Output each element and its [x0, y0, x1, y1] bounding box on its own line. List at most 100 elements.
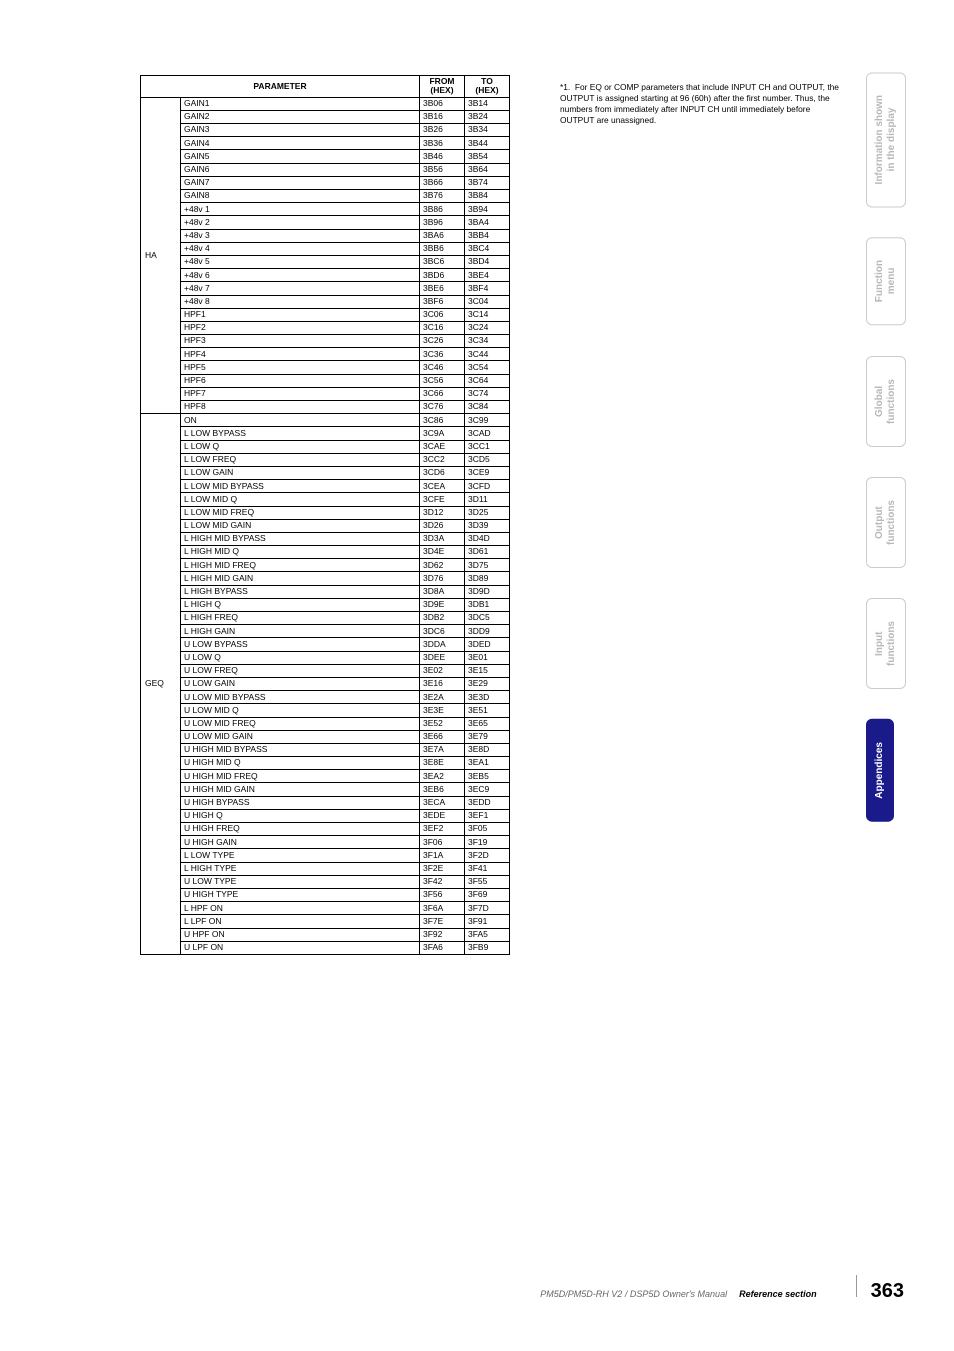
from-cell: 3CAE [420, 440, 465, 453]
side-tab[interactable]: Inputfunctions [866, 598, 906, 689]
from-cell: 3F92 [420, 928, 465, 941]
from-cell: 3DC6 [420, 625, 465, 638]
to-cell: 3E51 [465, 704, 510, 717]
table-row: GEQON3C863C99 [141, 414, 510, 427]
table-row: +48v 13B863B94 [141, 203, 510, 216]
table-row: U HPF ON3F923FA5 [141, 928, 510, 941]
table-row: L HIGH Q3D9E3DB1 [141, 598, 510, 611]
param-cell: L HIGH FREQ [181, 612, 420, 625]
from-cell: 3B66 [420, 176, 465, 189]
param-cell: L LOW MID GAIN [181, 519, 420, 532]
to-cell: 3EDD [465, 796, 510, 809]
param-cell: HPF4 [181, 348, 420, 361]
from-cell: 3B76 [420, 190, 465, 203]
param-cell: L HIGH MID GAIN [181, 572, 420, 585]
from-cell: 3F2E [420, 862, 465, 875]
table-row: L LPF ON3F7E3F91 [141, 915, 510, 928]
param-cell: ON [181, 414, 420, 427]
from-cell: 3EB6 [420, 783, 465, 796]
to-cell: 3B84 [465, 190, 510, 203]
to-cell: 3B14 [465, 97, 510, 110]
from-cell: 3C46 [420, 361, 465, 374]
from-cell: 3EDE [420, 809, 465, 822]
param-cell: U LOW MID Q [181, 704, 420, 717]
table-row: L HIGH MID Q3D4E3D61 [141, 546, 510, 559]
from-cell: 3E02 [420, 664, 465, 677]
from-cell: 3BB6 [420, 242, 465, 255]
to-cell: 3C74 [465, 387, 510, 400]
from-cell: 3CFE [420, 493, 465, 506]
param-cell: U LOW TYPE [181, 875, 420, 888]
from-cell: 3CD6 [420, 466, 465, 479]
to-cell: 3D9D [465, 585, 510, 598]
to-cell: 3E01 [465, 651, 510, 664]
from-cell: 3C36 [420, 348, 465, 361]
param-cell: U LOW MID GAIN [181, 730, 420, 743]
side-tab[interactable]: Globalfunctions [866, 356, 906, 447]
to-cell: 3DB1 [465, 598, 510, 611]
to-cell: 3D89 [465, 572, 510, 585]
side-tab[interactable]: Information shownin the display [866, 72, 906, 207]
from-cell: 3E16 [420, 677, 465, 690]
table-row: L LOW MID GAIN3D263D39 [141, 519, 510, 532]
from-cell: 3B16 [420, 110, 465, 123]
param-cell: +48v 7 [181, 282, 420, 295]
side-tab[interactable]: Functionmenu [866, 237, 906, 325]
footnote-text: For EQ or COMP parameters that include I… [560, 82, 839, 125]
table-row: GAIN53B463B54 [141, 150, 510, 163]
side-tab[interactable]: Appendices [866, 719, 894, 822]
to-cell: 3DC5 [465, 612, 510, 625]
param-cell: GAIN8 [181, 190, 420, 203]
table-row: HPF23C163C24 [141, 321, 510, 334]
from-cell: 3F42 [420, 875, 465, 888]
param-cell: U HIGH MID Q [181, 757, 420, 770]
table-row: L LOW MID Q3CFE3D11 [141, 493, 510, 506]
to-cell: 3F2D [465, 849, 510, 862]
to-cell: 3C34 [465, 335, 510, 348]
to-cell: 3FB9 [465, 941, 510, 954]
from-cell: 3E66 [420, 730, 465, 743]
table-row: HPF63C563C64 [141, 374, 510, 387]
table-row: HAGAIN13B063B14 [141, 97, 510, 110]
table-row: U HIGH MID BYPASS3E7A3E8D [141, 743, 510, 756]
param-cell: GAIN1 [181, 97, 420, 110]
param-cell: U LOW Q [181, 651, 420, 664]
to-cell: 3C04 [465, 295, 510, 308]
param-cell: U HIGH BYPASS [181, 796, 420, 809]
to-cell: 3D39 [465, 519, 510, 532]
table-row: HPF53C463C54 [141, 361, 510, 374]
param-cell: U HIGH TYPE [181, 888, 420, 901]
to-cell: 3E3D [465, 691, 510, 704]
table-row: U LPF ON3FA63FB9 [141, 941, 510, 954]
from-cell: 3C06 [420, 308, 465, 321]
from-cell: 3D9E [420, 598, 465, 611]
to-cell: 3C14 [465, 308, 510, 321]
table-row: L LOW TYPE3F1A3F2D [141, 849, 510, 862]
to-cell: 3D25 [465, 506, 510, 519]
param-cell: L LOW MID Q [181, 493, 420, 506]
param-cell: U HIGH MID BYPASS [181, 743, 420, 756]
to-cell: 3CAD [465, 427, 510, 440]
footnote-marker: *1. [560, 82, 570, 92]
group-cell: HA [141, 97, 181, 414]
parameter-table: PARAMETER FROM(HEX) TO(HEX) HAGAIN13B063… [140, 75, 510, 955]
to-cell: 3E79 [465, 730, 510, 743]
from-cell: 3EF2 [420, 823, 465, 836]
from-cell: 3B86 [420, 203, 465, 216]
param-cell: +48v 4 [181, 242, 420, 255]
table-row: +48v 83BF63C04 [141, 295, 510, 308]
param-cell: +48v 2 [181, 216, 420, 229]
from-cell: 3B46 [420, 150, 465, 163]
side-tab[interactable]: Outputfunctions [866, 477, 906, 568]
param-cell: L HIGH GAIN [181, 625, 420, 638]
to-cell: 3C84 [465, 401, 510, 414]
footer-manual: PM5D/PM5D-RH V2 / DSP5D Owner's Manual [540, 1289, 727, 1299]
table-row: +48v 53BC63BD4 [141, 255, 510, 268]
to-cell: 3F19 [465, 836, 510, 849]
table-row: GAIN73B663B74 [141, 176, 510, 189]
from-cell: 3C56 [420, 374, 465, 387]
from-cell: 3BA6 [420, 229, 465, 242]
from-cell: 3FA6 [420, 941, 465, 954]
footer-page-number: 363 [871, 1280, 904, 1303]
param-cell: +48v 1 [181, 203, 420, 216]
